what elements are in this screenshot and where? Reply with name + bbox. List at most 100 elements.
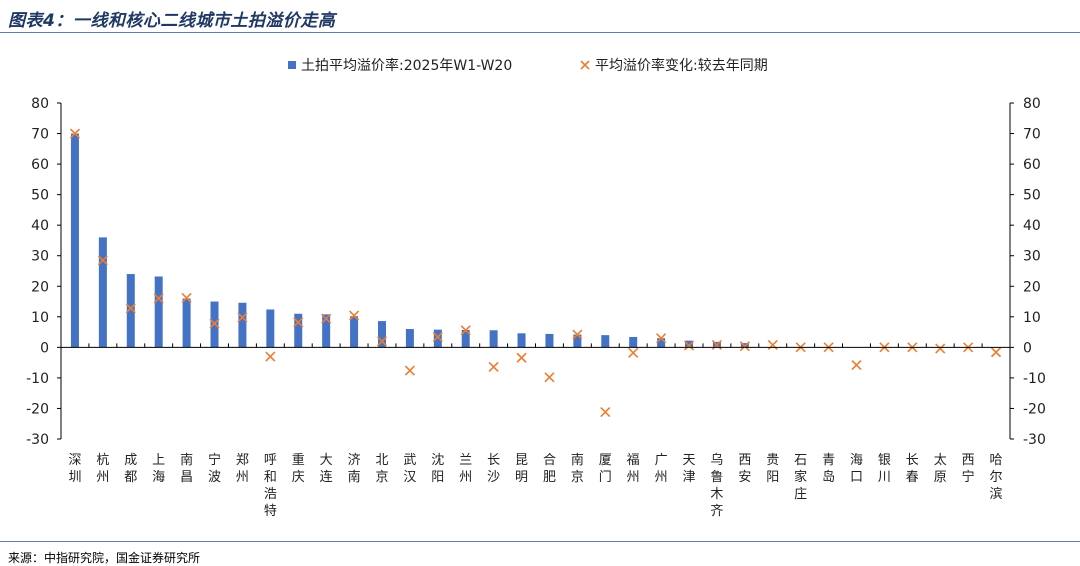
- left-tick-label: 10: [31, 310, 49, 326]
- category-label: 南昌: [180, 452, 193, 485]
- category-label: 天津: [683, 453, 696, 485]
- legend-bar-swatch: [288, 61, 296, 69]
- left-y-axis: 80 70 60 50 40 30 20 10 0 -10 -20 -30: [26, 96, 62, 448]
- marker-厦门: [600, 407, 611, 418]
- bar-厦门: [601, 335, 610, 348]
- marker-series: [69, 128, 1002, 418]
- right-tick-label: 40: [1023, 218, 1041, 234]
- bar-合肥: [545, 333, 554, 348]
- legend-label-bar: 土拍平均溢价率:2025年W1-W20: [301, 57, 512, 74]
- right-tick-label: 80: [1023, 96, 1041, 112]
- marker-福州: [628, 347, 639, 358]
- category-label: 贵阳: [766, 453, 779, 485]
- source-divider: [0, 541, 1080, 542]
- left-tick-label: -30: [26, 432, 49, 448]
- left-tick-label: 30: [31, 249, 49, 265]
- marker-南昌: [181, 292, 192, 303]
- category-label: 银川: [878, 453, 891, 485]
- category-label: 合肥: [543, 453, 556, 485]
- right-tick-label: 60: [1023, 157, 1041, 173]
- category-label: 昆明: [515, 453, 528, 485]
- category-label: 宁波: [208, 452, 221, 485]
- right-y-axis: 80 70 60 50 40 30 20 10 0 -10 -20 -30: [1009, 96, 1046, 448]
- bar-杭州: [98, 237, 107, 348]
- marker-太原: [935, 343, 946, 354]
- bar-长沙: [489, 330, 498, 348]
- right-tick-label: 70: [1023, 127, 1041, 143]
- title-divider: [0, 32, 1080, 33]
- left-tick-label: 20: [31, 279, 49, 295]
- left-tick-label: 40: [31, 218, 49, 234]
- marker-哈尔滨: [990, 347, 1002, 358]
- bar-南昌: [182, 298, 191, 348]
- marker-济南: [349, 310, 360, 321]
- bar-大连: [322, 314, 331, 348]
- bar-重庆: [294, 313, 303, 348]
- bar-上海: [154, 276, 163, 348]
- right-tick-label: 30: [1023, 249, 1041, 265]
- category-label: 成都: [124, 453, 137, 485]
- marker-南京: [572, 329, 583, 340]
- category-label: 太原: [934, 453, 947, 485]
- category-label: 哈尔滨: [990, 453, 1003, 502]
- left-tick-label: 60: [31, 157, 49, 173]
- bar-沈阳: [433, 329, 442, 348]
- category-label: 乌鲁木齐: [710, 452, 723, 519]
- marker-沈阳: [432, 331, 443, 343]
- bar-济南: [350, 316, 359, 348]
- bar-series: [70, 133, 749, 348]
- category-label: 武汉: [403, 453, 416, 485]
- marker-呼和浩特: [265, 351, 276, 362]
- marker-宁波: [209, 318, 220, 329]
- marker-重庆: [293, 317, 304, 328]
- marker-长沙: [488, 361, 499, 372]
- marker-贵阳: [767, 339, 778, 350]
- category-label: 西安: [738, 453, 751, 485]
- marker-广州: [656, 333, 667, 344]
- figure-title: 图表4：一线和核心二线城市土拍溢价走高: [8, 11, 336, 31]
- marker-合肥: [544, 372, 555, 383]
- category-label: 重庆: [292, 452, 305, 485]
- bar-呼和浩特: [266, 309, 275, 348]
- left-tick-label: -20: [26, 401, 49, 417]
- bar-深圳: [70, 133, 79, 348]
- category-label: 沈阳: [431, 453, 444, 485]
- category-label: 呼和浩特: [264, 453, 277, 519]
- category-label: 兰州: [459, 453, 472, 485]
- legend-label-marker: 平均溢价率变化:较去年同期: [595, 57, 768, 74]
- marker-成都: [125, 303, 136, 314]
- category-label: 长沙: [487, 453, 500, 485]
- bar-昆明: [517, 333, 526, 348]
- legend: 土拍平均溢价率:2025年W1-W20 平均溢价率变化:较去年同期: [288, 57, 768, 74]
- category-label: 大连: [320, 453, 333, 485]
- legend-marker-swatch: [580, 60, 590, 70]
- right-tick-label: -30: [1023, 432, 1046, 448]
- bar-武汉: [405, 329, 414, 348]
- bar-广州: [657, 338, 666, 348]
- right-tick-label: 50: [1023, 188, 1041, 204]
- bar-福州: [629, 336, 638, 348]
- left-tick-label: 50: [31, 188, 49, 204]
- category-label: 深圳: [68, 453, 81, 485]
- marker-杭州: [97, 255, 108, 266]
- bar-天津: [685, 340, 694, 348]
- category-label: 杭州: [96, 453, 109, 485]
- marker-乌鲁木齐: [711, 339, 722, 350]
- marker-上海: [153, 293, 164, 304]
- right-tick-label: -20: [1023, 401, 1046, 417]
- marker-海口: [851, 360, 862, 371]
- category-label: 福州: [627, 453, 640, 485]
- left-tick-label: -10: [26, 371, 49, 387]
- bar-郑州: [238, 302, 247, 348]
- category-label: 厦门: [599, 453, 612, 485]
- marker-郑州: [237, 312, 248, 323]
- category-label: 北京: [375, 453, 388, 485]
- category-label: 青岛: [822, 453, 835, 485]
- right-tick-label: 10: [1023, 310, 1041, 326]
- right-tick-label: -10: [1023, 371, 1046, 387]
- category-label: 上海: [152, 453, 165, 485]
- category-label: 石家庄: [794, 453, 807, 502]
- right-tick-label: 20: [1023, 279, 1041, 295]
- bar-南京: [573, 334, 582, 348]
- marker-兰州: [460, 325, 471, 336]
